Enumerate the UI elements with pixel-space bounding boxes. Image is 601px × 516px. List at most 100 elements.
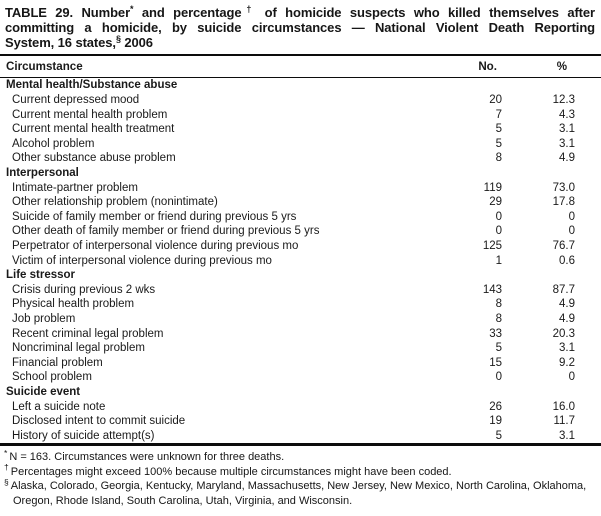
row-percent-value: 16.0 bbox=[552, 400, 575, 413]
section-header-label: Suicide event bbox=[6, 385, 81, 398]
header-rule bbox=[0, 76, 601, 79]
table-row: History of suicide attempt(s) 5 3.1 bbox=[0, 429, 601, 444]
table-row: Crisis during previous 2 wks 143 87.7 bbox=[0, 283, 601, 298]
footnote-symbol: § bbox=[4, 476, 9, 487]
row-percent-value: 4.3 bbox=[559, 108, 575, 121]
row-label: Other substance abuse problem bbox=[12, 152, 176, 165]
row-number-value: 0 bbox=[495, 225, 502, 238]
row-label: Other death of family member or friend d… bbox=[12, 225, 320, 238]
row-percent-value: 0 bbox=[568, 225, 575, 238]
row-label: School problem bbox=[12, 371, 92, 384]
row-label: Crisis during previous 2 wks bbox=[12, 283, 156, 296]
row-percent-value: 9.2 bbox=[559, 356, 575, 369]
row-percent-value: 0 bbox=[568, 371, 575, 384]
row-percent-value: 3.1 bbox=[559, 429, 575, 442]
row-label: Current mental health treatment bbox=[12, 123, 175, 136]
row-number-value: 19 bbox=[489, 415, 502, 428]
row-number-value: 8 bbox=[495, 312, 502, 325]
table-row: Current depressed mood 20 12.3 bbox=[0, 93, 601, 108]
row-percent-value: 3.1 bbox=[559, 137, 575, 150]
table-row: Physical health problem 8 4.9 bbox=[0, 297, 601, 312]
title-line-3: System, 16 states,§ 2006 bbox=[5, 35, 595, 50]
row-number-value: 8 bbox=[495, 298, 502, 311]
row-label: Financial problem bbox=[12, 356, 103, 369]
table-row: Victim of interpersonal violence during … bbox=[0, 254, 601, 269]
row-number-value: 20 bbox=[489, 94, 502, 107]
row-label: Recent criminal legal problem bbox=[12, 327, 164, 340]
row-number-value: 125 bbox=[482, 240, 502, 253]
row-label: Job problem bbox=[12, 312, 76, 325]
row-number-value: 5 bbox=[495, 342, 502, 355]
row-number-value: 5 bbox=[495, 123, 502, 136]
column-header-circumstance: Circumstance bbox=[6, 59, 83, 73]
table-row: Noncriminal legal problem 5 3.1 bbox=[0, 341, 601, 356]
row-number-value: 8 bbox=[495, 152, 502, 165]
table-header-row: Circumstance No. % bbox=[0, 56, 601, 77]
row-percent-value: 3.1 bbox=[559, 123, 575, 136]
row-label: Left a suicide note bbox=[12, 400, 106, 413]
table-row: Suicide of family member or friend durin… bbox=[0, 210, 601, 225]
table-row: Current mental health problem 7 4.3 bbox=[0, 108, 601, 123]
row-number-value: 26 bbox=[489, 400, 502, 413]
footnote-text: Alaska, Colorado, Georgia, Kentucky, Mar… bbox=[10, 480, 587, 507]
row-percent-value: 73.0 bbox=[552, 181, 575, 194]
footnote: † Percentages might exceed 100% because m… bbox=[4, 462, 595, 480]
footnote-symbol: † bbox=[4, 462, 9, 473]
title-text: and percentage bbox=[133, 5, 242, 20]
row-percent-value: 87.7 bbox=[552, 283, 575, 296]
table-row: Job problem 8 4.9 bbox=[0, 312, 601, 327]
section-header-row: Life stressor bbox=[0, 268, 601, 283]
column-header-number: No. bbox=[478, 59, 497, 73]
section-header-label: Interpersonal bbox=[6, 167, 79, 180]
row-percent-value: 17.8 bbox=[552, 196, 575, 209]
title-line-1: TABLE 29. Number* and percentage† of hom… bbox=[5, 5, 595, 20]
top-rule bbox=[0, 53, 601, 57]
row-number-value: 119 bbox=[483, 181, 502, 194]
table-title: TABLE 29. Number* and percentage† of hom… bbox=[0, 0, 601, 50]
row-number-value: 15 bbox=[489, 356, 502, 369]
table-row: Other death of family member or friend d… bbox=[0, 224, 601, 239]
row-percent-value: 12.3 bbox=[552, 94, 575, 107]
column-header-percent: % bbox=[556, 59, 567, 73]
row-label: Noncriminal legal problem bbox=[12, 342, 145, 355]
row-label: Current depressed mood bbox=[12, 94, 140, 107]
footnote-symbol: * bbox=[4, 447, 8, 458]
table-row: Perpetrator of interpersonal violence du… bbox=[0, 239, 601, 254]
title-text: of homicide suspects who killed themselv… bbox=[256, 5, 595, 20]
row-percent-value: 0 bbox=[568, 210, 575, 223]
footnote: § Alaska, Colorado, Georgia, Kentucky, Ma… bbox=[4, 476, 595, 508]
row-percent-value: 20.3 bbox=[552, 327, 575, 340]
table-body: Mental health/Substance abuse Current de… bbox=[0, 78, 601, 443]
row-percent-value: 4.9 bbox=[559, 152, 575, 165]
row-label: Victim of interpersonal violence during … bbox=[12, 254, 272, 267]
section-header-row: Suicide event bbox=[0, 385, 601, 400]
footnote: * N = 163. Circumstances were unknown for… bbox=[4, 447, 595, 465]
row-number-value: 5 bbox=[495, 137, 502, 150]
table-row: Current mental health treatment 5 3.1 bbox=[0, 122, 601, 137]
row-number-value: 1 bbox=[495, 254, 502, 267]
row-percent-value: 11.7 bbox=[553, 415, 575, 428]
section-header-label: Life stressor bbox=[6, 269, 76, 282]
row-percent-value: 4.9 bbox=[559, 298, 575, 311]
row-number-value: 29 bbox=[489, 196, 502, 209]
section-footnote-marker: § bbox=[115, 34, 121, 45]
asterisk-footnote-marker: * bbox=[130, 4, 134, 15]
footnote-text: N = 163. Circumstances were unknown for … bbox=[9, 451, 285, 464]
table-row: Other relationship problem (nonintimate)… bbox=[0, 195, 601, 210]
row-label: Intimate-partner problem bbox=[12, 181, 138, 194]
row-number-value: 7 bbox=[495, 108, 502, 121]
title-text: 2006 bbox=[120, 35, 153, 50]
section-header-label: Mental health/Substance abuse bbox=[6, 79, 178, 92]
row-percent-value: 3.1 bbox=[559, 342, 575, 355]
table-row: Other substance abuse problem 8 4.9 bbox=[0, 151, 601, 166]
table-row: School problem 0 0 bbox=[0, 370, 601, 385]
row-number-value: 143 bbox=[482, 283, 502, 296]
table-row: Financial problem 15 9.2 bbox=[0, 356, 601, 371]
bottom-rule bbox=[0, 443, 601, 447]
row-number-value: 0 bbox=[495, 371, 502, 384]
section-header-row: Interpersonal bbox=[0, 166, 601, 181]
row-label: Physical health problem bbox=[12, 298, 135, 311]
table-row: Recent criminal legal problem 33 20.3 bbox=[0, 327, 601, 342]
footnote-text: Percentages might exceed 100% because mu… bbox=[10, 465, 452, 478]
